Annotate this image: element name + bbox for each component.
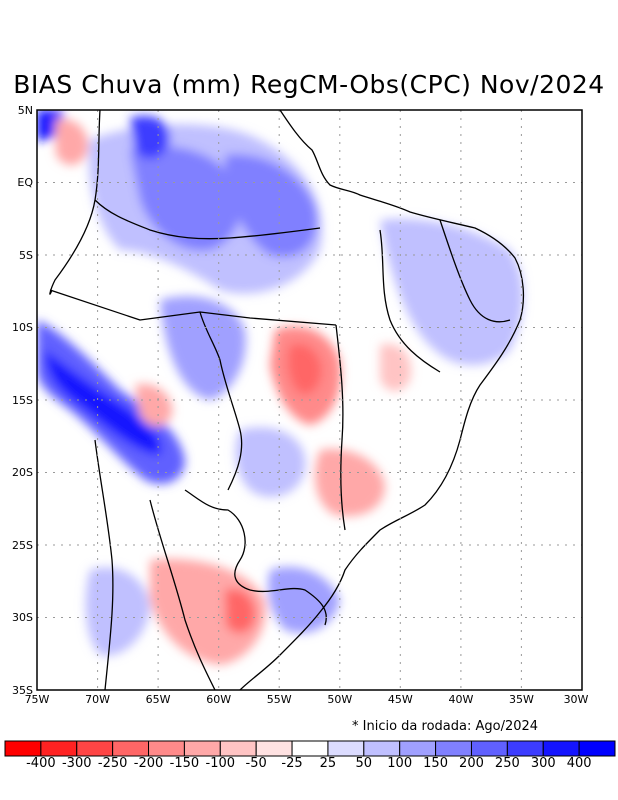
colorbar-swatch	[112, 740, 150, 757]
colorbar-label: -250	[97, 756, 128, 771]
brazil-coastline	[239, 110, 525, 690]
lat-label: EQ	[17, 176, 33, 189]
lon-axis: 75W 70W 65W 60W 55W 50W 45W 40W 35W 30W	[25, 693, 589, 706]
lon-label: 35W	[509, 693, 534, 706]
colorbar-label: -400	[26, 756, 56, 771]
colorbar-swatch	[255, 740, 293, 757]
colorbar-swatch	[291, 740, 329, 757]
state-border-ne	[439, 219, 511, 323]
red-patch-bolivia	[135, 384, 173, 427]
run-start-footnote: * Inicio da rodada: Ago/2024	[352, 719, 539, 734]
colorbar-swatch	[148, 740, 185, 757]
colorbar-label: 100	[387, 756, 413, 771]
colorbar-swatch	[542, 740, 580, 757]
lat-label: 10S	[12, 321, 33, 334]
colorbar-swatch	[76, 740, 114, 757]
bolivia-border	[199, 311, 243, 491]
colorbar-swatch	[4, 740, 42, 757]
colorbar-label: -25	[281, 756, 303, 771]
colorbar-label: 150	[423, 756, 448, 771]
lat-label: 25S	[12, 539, 33, 552]
colorbar-swatch	[363, 740, 401, 757]
lon-label: 65W	[146, 693, 171, 706]
colorbar-swatch	[470, 740, 508, 757]
colorbar-label: -300	[61, 756, 92, 771]
blue-patch-south	[268, 566, 340, 634]
red-patch-minas	[315, 449, 385, 517]
lat-label: 15S	[12, 394, 33, 407]
lon-label: 50W	[327, 693, 352, 706]
blue-patch-north-core	[130, 146, 241, 251]
lon-label: 60W	[206, 693, 231, 706]
argentina-border	[149, 499, 216, 690]
blue-patch-goias	[235, 427, 306, 498]
colorbar-swatch	[40, 740, 78, 757]
map-title: BIAS Chuva (mm) RegCM-Obs(CPC) Nov/2024	[13, 70, 605, 99]
lat-label: 20S	[12, 466, 33, 479]
colorbar-label: 200	[459, 756, 484, 771]
blue-patch-roraima	[130, 115, 170, 159]
lon-label: 30W	[564, 693, 589, 706]
red-patch-pampa	[150, 559, 266, 665]
bias-field	[37, 110, 524, 665]
red-patch-tocantins-core	[287, 343, 322, 394]
colorbar-swatch	[578, 740, 616, 757]
colorbar-swatch	[435, 740, 472, 757]
colorbar-swatch	[183, 740, 221, 757]
colorbar-labels: -400 -300 -250 -200 -150 -100 -50 -25 25 50 100 150…	[0, 756, 618, 776]
colorbar-label: 250	[494, 756, 520, 771]
blue-patch-southwest-core	[45, 350, 161, 455]
lon-label: 40W	[448, 693, 473, 706]
colorbar-label: -150	[169, 756, 200, 771]
lon-label: 55W	[267, 693, 292, 706]
amazon-border	[94, 199, 321, 240]
red-patch-pampa-core	[225, 589, 256, 634]
red-patch-bahia	[380, 344, 411, 392]
colorbar-label: -50	[245, 756, 267, 771]
lat-axis: 5N EQ 5S 10S 15S 20S 25S 30S 35S	[12, 104, 33, 697]
colorbar-label: 400	[566, 756, 592, 771]
colorbar-label: 25	[319, 756, 337, 771]
blue-patch-argentina	[85, 567, 150, 656]
paraguay-border	[184, 489, 251, 591]
lat-label: 5S	[19, 249, 33, 262]
colorbar-swatch	[399, 740, 437, 757]
lat-label: 30S	[12, 611, 33, 624]
colorbar-label: 300	[530, 756, 556, 771]
colorbar-label: -200	[133, 756, 164, 771]
plot-frame	[36, 109, 583, 691]
lon-label: 75W	[25, 693, 50, 706]
colombia-border	[49, 110, 101, 295]
blue-patch-rondonia	[160, 296, 246, 400]
colorbar	[4, 740, 616, 757]
lat-label: 5N	[18, 104, 33, 117]
lat-label: 35S	[12, 684, 33, 697]
blue-patch-northeast	[380, 218, 524, 365]
colorbar-swatch	[506, 740, 544, 757]
goias-border	[335, 324, 346, 531]
colorbar-label: 50	[355, 756, 373, 771]
lon-label: 45W	[388, 693, 413, 706]
chile-border	[94, 439, 114, 690]
red-patch-colombia	[55, 119, 89, 166]
gridlines	[37, 110, 582, 690]
colorbar-label: -100	[205, 756, 236, 771]
colorbar-swatch	[219, 740, 257, 757]
colorbar-swatch	[327, 740, 365, 757]
uruguay-border	[249, 587, 327, 626]
lon-label: 70W	[85, 693, 110, 706]
